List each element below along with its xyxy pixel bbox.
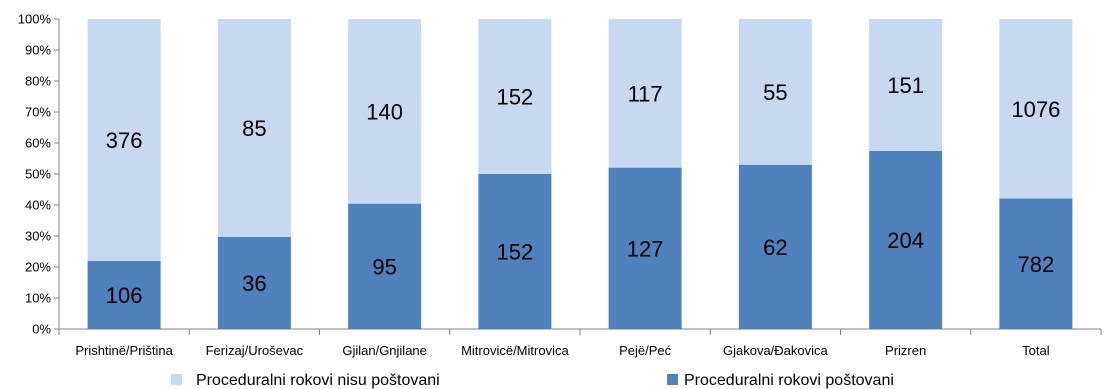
chart-axes: 0% 10% 20% 30% 40% 50% 60% 70% 80% 90% 100% Prishti… xyxy=(18,12,1102,358)
legend-swatch xyxy=(667,374,678,385)
data-label: 1076 xyxy=(1011,97,1060,122)
data-label: 151 xyxy=(887,73,924,98)
x-category-label: Mitrovicë/Mitrovica xyxy=(461,343,569,358)
x-category-label: Prizren xyxy=(885,343,926,358)
bar-segment xyxy=(87,260,161,329)
x-category-label: Gjilan/Gnjilane xyxy=(342,343,427,358)
data-label: 62 xyxy=(763,235,787,260)
data-label: 117 xyxy=(628,81,663,106)
y-tick-label: 100% xyxy=(18,12,52,27)
y-tick-label: 80% xyxy=(25,74,51,89)
data-label: 95 xyxy=(372,254,396,279)
legend-swatch xyxy=(171,374,182,385)
x-category-label: Prishtinë/Priština xyxy=(75,343,173,358)
bar-segment xyxy=(999,19,1073,199)
x-category-label: Total xyxy=(1022,343,1050,358)
y-tick-label: 30% xyxy=(25,229,51,244)
data-label: 55 xyxy=(763,80,787,105)
chart-data-labels: 106 376 36 85 95 140 152 152 127 117 62 55 204 151 782… xyxy=(106,73,1061,308)
bar-segment xyxy=(478,174,552,329)
y-tick-label: 0% xyxy=(32,322,51,337)
data-label: 376 xyxy=(106,128,143,153)
bar-segment xyxy=(738,164,812,329)
bar-segment xyxy=(348,19,422,204)
legend-label: Proceduralni rokovi poštovani xyxy=(684,372,894,389)
y-tick-label: 70% xyxy=(25,105,51,120)
data-label: 106 xyxy=(106,283,143,308)
bar-segment xyxy=(87,19,161,261)
y-tick-label: 20% xyxy=(25,260,51,275)
data-label: 127 xyxy=(627,236,664,261)
y-tick-label: 40% xyxy=(25,198,51,213)
bar-segment xyxy=(608,19,682,168)
x-category-label: Pejë/Peć xyxy=(619,343,672,358)
bar-segment xyxy=(348,203,422,329)
x-category-label: Ferizaj/Uroševac xyxy=(206,343,304,358)
legend-label: Proceduralni rokovi nisu poštovani xyxy=(196,372,440,389)
bar-segment xyxy=(608,167,682,329)
data-label: 152 xyxy=(497,240,534,265)
bar-segment xyxy=(999,198,1073,329)
bar-segment xyxy=(869,19,943,151)
y-tick-label: 10% xyxy=(25,291,51,306)
bar-segment xyxy=(869,150,943,329)
chart-bars xyxy=(87,19,1073,329)
y-tick-label: 50% xyxy=(25,167,51,182)
y-tick-label: 60% xyxy=(25,136,51,151)
data-label: 85 xyxy=(242,116,266,141)
data-label: 140 xyxy=(366,99,403,124)
bar-segment xyxy=(738,19,812,165)
data-label: 782 xyxy=(1018,252,1055,277)
chart-legend: Proceduralni rokovi nisu poštovani Proced… xyxy=(171,372,894,389)
x-category-label: Gjakova/Đakovica xyxy=(723,343,829,358)
bar-segment xyxy=(217,236,291,329)
data-label: 152 xyxy=(497,85,534,110)
bar-segment xyxy=(478,19,552,174)
data-label: 36 xyxy=(242,271,266,296)
y-tick-label: 90% xyxy=(25,43,51,58)
bar-segment xyxy=(217,19,291,237)
data-label: 204 xyxy=(887,228,924,253)
